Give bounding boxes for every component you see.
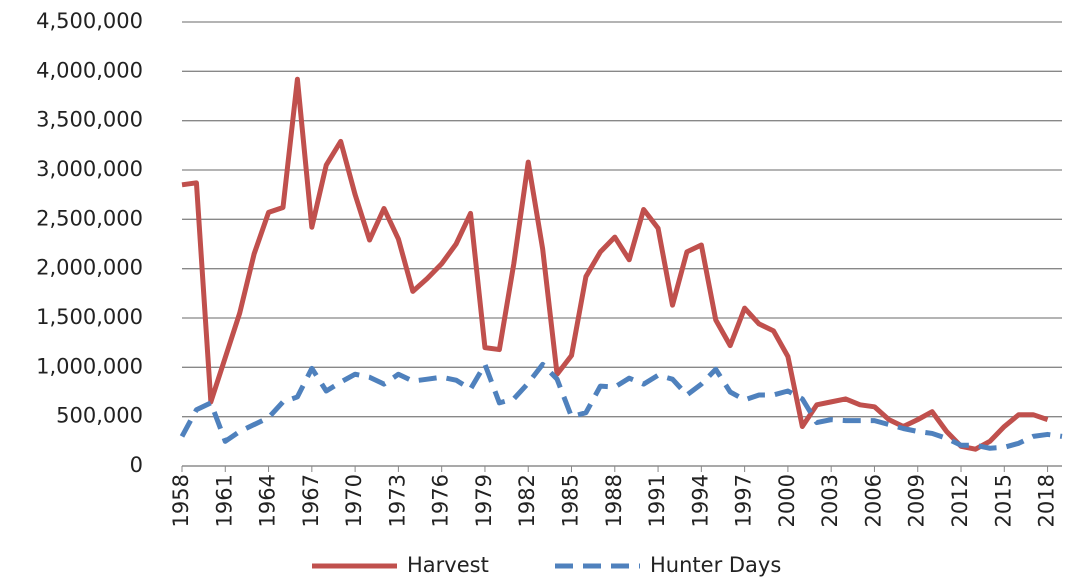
y-tick-label: 4,000,000: [36, 58, 143, 82]
series-line: [181, 76, 1049, 452]
y-tick-label: 3,000,000: [36, 157, 143, 181]
y-tick-label: 2,000,000: [36, 256, 143, 280]
y-tick-label: 2,500,000: [36, 206, 143, 230]
x-tick-label: 2006: [861, 474, 885, 527]
x-tick-label: 1970: [342, 474, 366, 527]
x-tick-label: 2009: [905, 474, 929, 527]
x-tick-label: 2012: [948, 474, 972, 527]
x-tick-label: 2000: [775, 474, 799, 527]
x-tick-label: 1979: [472, 474, 496, 527]
x-tick-label: 1997: [732, 474, 756, 527]
x-tick-label: 1964: [256, 474, 280, 527]
y-tick-label: 1,000,000: [36, 354, 143, 378]
x-tick-label: 2003: [818, 474, 842, 527]
y-tick-label: 4,500,000: [36, 9, 143, 33]
x-tick-label: 1994: [688, 474, 712, 527]
x-tick-label: 1961: [212, 474, 236, 527]
x-tick-label: 1973: [385, 474, 409, 527]
x-tick-label: 1967: [299, 474, 323, 527]
y-tick-label: 0: [130, 453, 143, 477]
series-line: [179, 361, 1063, 451]
y-tick-label: 500,000: [56, 404, 143, 428]
y-tick-label: 1,500,000: [36, 305, 143, 329]
x-tick-label: 1982: [515, 474, 539, 527]
x-tick-label: 1991: [645, 474, 669, 527]
x-tick-label: 2015: [991, 474, 1015, 527]
legend-label: Harvest: [407, 553, 489, 577]
x-tick-label: 1976: [429, 474, 453, 527]
x-tick-label: 2018: [1035, 474, 1059, 527]
x-tick-label: 1985: [559, 474, 583, 527]
legend-label: Hunter Days: [650, 553, 781, 577]
y-tick-label: 3,500,000: [36, 108, 143, 132]
x-tick-label: 1958: [169, 474, 193, 527]
x-tick-label: 1988: [602, 474, 626, 527]
